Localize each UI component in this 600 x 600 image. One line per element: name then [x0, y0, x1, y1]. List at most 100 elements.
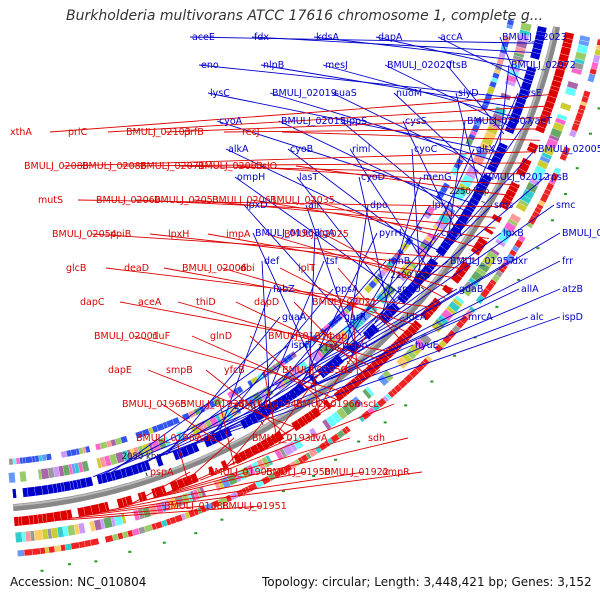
gene-label: map: [326, 331, 347, 342]
forward-gene-arrow: [131, 464, 140, 475]
gene-label: spoU: [397, 284, 421, 295]
reverse-gene-arrow: [140, 491, 148, 502]
gene-label: BMULJ_02103: [126, 127, 191, 138]
feature-block: [403, 374, 414, 384]
feature-block: [122, 531, 129, 539]
forward-gene-arrow: [12, 488, 17, 499]
leader-line: [279, 267, 413, 336]
feature-block: [509, 249, 517, 257]
reverse-gene-arrow: [370, 360, 381, 371]
gene-label: def: [264, 256, 280, 267]
leader-line: [236, 260, 511, 424]
cog-feature-block: [507, 69, 519, 78]
feature-block: [550, 172, 559, 182]
gene-label: ssuC: [194, 433, 217, 444]
feature-block: [486, 86, 495, 95]
cog-feature-block: [298, 360, 310, 374]
cog-feature-block: [320, 343, 333, 356]
cog-feature-block: [419, 242, 430, 252]
cog-feature-block: [382, 370, 394, 382]
feature-block: [54, 545, 62, 553]
feature-block: [40, 547, 46, 555]
gene-rings: [8, 19, 600, 572]
feature-block: [514, 239, 524, 249]
reverse-gene-arrow: [544, 100, 555, 110]
feature-block: [48, 546, 55, 553]
gene-label: BMULJ_01965: [122, 399, 187, 410]
cog-feature-block: [365, 386, 375, 397]
cog-feature-block: [517, 33, 529, 43]
gene-label: dpo: [370, 200, 388, 211]
reverse-gene-arrow: [301, 415, 309, 425]
forward-gene-arrow: [72, 479, 79, 490]
cog-feature-block: [503, 221, 517, 233]
gene-label: cyoA: [219, 116, 243, 127]
cog-feature-block: [516, 40, 528, 49]
gene-label: BMULJ_02088: [24, 161, 89, 172]
cog-feature-block: [571, 67, 583, 75]
feature-block: [172, 417, 180, 425]
gene-label: lysC: [210, 88, 230, 99]
leader-line: [265, 233, 454, 290]
leader-line: [94, 471, 365, 514]
feature-block: [440, 185, 448, 194]
leader-line: [305, 204, 355, 343]
gene-label: deaD: [124, 263, 149, 274]
gene-label: BMULJ_02083: [198, 161, 263, 172]
feature-block: [166, 419, 175, 428]
forward-gene-arrow: [422, 264, 433, 275]
cog-feature-block: [109, 453, 118, 465]
gene-label: BMULJ_01888: [164, 501, 229, 512]
forward-gene-arrow: [525, 70, 536, 76]
leader-line: [296, 176, 396, 302]
forward-gene-arrow: [477, 183, 488, 192]
feature-block: [106, 440, 112, 448]
feature-block: [451, 324, 461, 334]
feature-block: [131, 528, 140, 536]
gene-label: menG: [423, 172, 451, 183]
cog-feature-block: [567, 81, 579, 90]
leader-line: [120, 316, 561, 471]
reverse-gene-arrow: [472, 241, 485, 253]
forward-gene-arrow: [524, 73, 535, 81]
leader-line: [235, 301, 378, 370]
leader-line: [243, 204, 362, 336]
leader-line: [119, 301, 396, 354]
gene-label: rluF: [152, 331, 170, 342]
reverse-gene-arrow: [154, 486, 164, 497]
leader-line: [192, 288, 458, 445]
cog-feature-block: [96, 457, 102, 469]
gene-label: sms: [494, 200, 513, 211]
gene-label: ldcA: [406, 312, 427, 323]
feature-block: [485, 282, 495, 292]
feature-block: [425, 355, 433, 363]
leader-line: [63, 151, 536, 167]
reverse-gene-arrow: [552, 75, 563, 83]
gene-label: lpxD: [246, 200, 268, 211]
feature-block: [492, 72, 500, 79]
forward-gene-arrow: [498, 142, 508, 150]
reverse-gene-arrow: [521, 157, 532, 166]
feature-block: [135, 430, 144, 439]
feature-block: [65, 543, 72, 551]
marker-tick: [383, 421, 387, 424]
feature-block: [324, 440, 331, 447]
feature-block: [471, 124, 480, 133]
cog-feature-block: [67, 524, 76, 536]
feature-block: [112, 533, 119, 541]
backbone-arc: [12, 26, 561, 512]
forward-gene-arrow: [519, 88, 530, 96]
cog-feature-block: [196, 488, 203, 499]
leader-line: [331, 204, 493, 361]
gene-label: ligA: [317, 228, 335, 239]
leader-line: [221, 267, 422, 327]
forward-gene-arrow: [155, 456, 164, 467]
forward-gene-arrow: [47, 484, 54, 494]
gene-label: BMULJ_01959: [282, 365, 347, 376]
marker-tick: [517, 278, 521, 281]
reverse-gene-arrow: [18, 516, 22, 526]
cog-feature-block: [73, 523, 80, 535]
feature-block: [580, 101, 587, 107]
forward-gene-arrow: [180, 446, 190, 458]
